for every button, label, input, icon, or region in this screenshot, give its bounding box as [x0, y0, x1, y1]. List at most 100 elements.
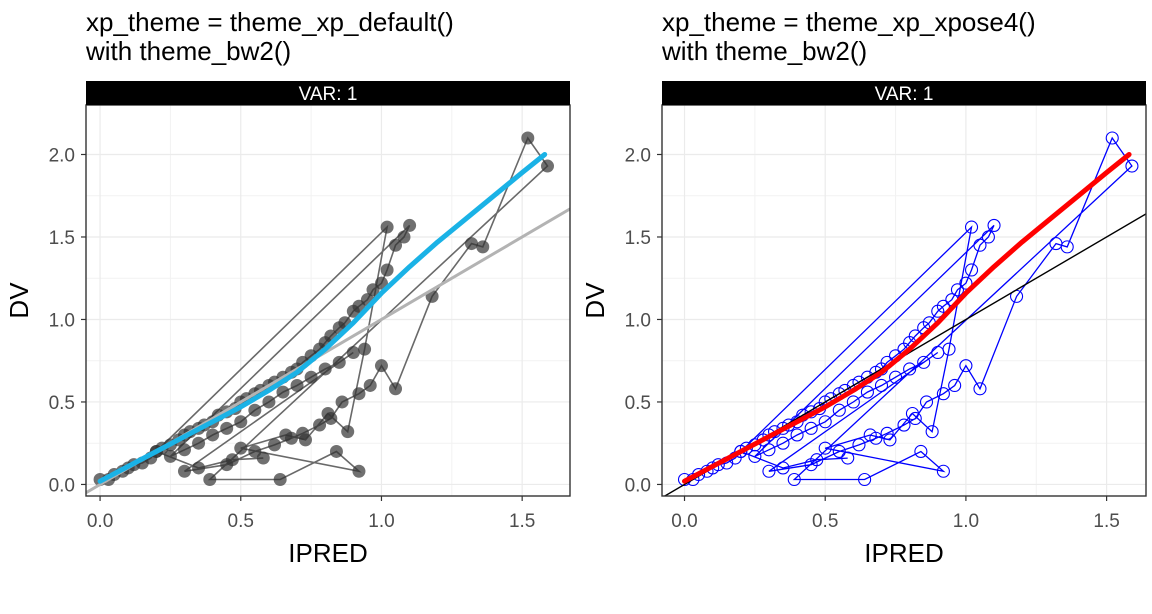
data-point: [981, 230, 995, 244]
y-tick-label: 0.5: [625, 393, 651, 414]
y-tick-label: 1.5: [625, 228, 651, 249]
data-point: [762, 464, 776, 478]
x-tick-label: 1.0: [953, 511, 979, 532]
data-point: [540, 159, 554, 173]
plot-background: [662, 105, 1146, 496]
y-tick-label: 0.0: [49, 475, 75, 496]
data-point: [810, 453, 824, 467]
facet-strip-label: VAR: 1: [875, 84, 934, 105]
data-point: [776, 461, 790, 475]
data-point: [279, 428, 293, 442]
data-point: [787, 472, 801, 487]
y-tick-label: 0.5: [49, 393, 75, 414]
data-point: [852, 438, 866, 452]
y-axis-title: DV: [4, 282, 34, 319]
data-point: [846, 395, 860, 409]
data-point: [804, 421, 818, 435]
data-point: [889, 370, 903, 384]
data-point: [268, 438, 282, 452]
data-point: [335, 395, 349, 409]
y-tick-label: 1.5: [49, 228, 75, 249]
data-point: [1105, 131, 1119, 145]
data-point: [352, 387, 366, 401]
data-point: [762, 443, 776, 457]
data-point: [341, 425, 355, 439]
data-point: [374, 276, 388, 290]
data-point: [177, 443, 191, 457]
plot-background: [86, 105, 570, 496]
data-point: [874, 378, 889, 393]
data-point: [832, 444, 846, 459]
data-point: [192, 436, 206, 450]
y-tick-label: 2.0: [625, 145, 651, 166]
data-point: [273, 473, 287, 487]
data-point: [256, 451, 270, 465]
data-point: [832, 403, 846, 417]
data-point: [203, 473, 217, 487]
data-point: [332, 355, 346, 369]
y-tick-label: 0.0: [625, 475, 651, 496]
data-point: [936, 299, 950, 313]
data-point: [206, 428, 220, 442]
x-tick-label: 0.5: [228, 511, 254, 532]
x-axis-title: IPRED: [288, 538, 367, 568]
data-point: [276, 385, 290, 399]
data-point: [380, 220, 394, 234]
y-axis-title: DV: [580, 282, 610, 319]
data-point: [192, 461, 206, 475]
x-axis-title: IPRED: [864, 538, 943, 568]
data-point: [248, 403, 262, 417]
x-tick-label: 0.0: [87, 511, 113, 532]
data-point: [883, 433, 897, 447]
y-tick-label: 1.0: [625, 310, 651, 331]
data-point: [465, 237, 479, 251]
data-point: [790, 428, 804, 442]
facet-strip: [86, 81, 570, 105]
data-point: [225, 453, 239, 467]
chart-title-line: xp_theme = theme_xp_xpose4(): [662, 7, 1036, 37]
data-point: [860, 385, 874, 399]
data-point: [1060, 240, 1074, 254]
data-point: [936, 387, 950, 401]
data-point: [973, 382, 987, 396]
y-tick-label: 2.0: [49, 145, 75, 166]
data-point: [942, 342, 956, 356]
data-point: [959, 276, 973, 290]
data-point: [177, 464, 191, 478]
data-point: [220, 421, 234, 435]
data-point: [818, 415, 832, 429]
data-point: [389, 238, 403, 252]
data-point: [374, 359, 388, 373]
facet-strip-label: VAR: 1: [299, 84, 358, 105]
data-point: [959, 359, 973, 373]
plot-area: [663, 131, 1146, 496]
chart-panel-1: VAR: 1 0.0 0.5 1.0 1.5 0.0 0.5 1.0 1.5 2.0 IPRED DV: [4, 81, 571, 568]
data-point: [858, 472, 872, 487]
plot-area: [86, 131, 570, 494]
data-point: [818, 441, 832, 455]
chart-title-line: xp_theme = theme_xp_default(): [86, 7, 454, 37]
data-point: [476, 240, 490, 254]
chart-title-right: xp_theme = theme_xp_xpose4() with theme_…: [662, 8, 1036, 66]
chart-title-left: xp_theme = theme_xp_default() with theme…: [86, 8, 454, 66]
chart-subtitle-line: with theme_bw2(): [86, 36, 292, 66]
chart-subtitle-line: with theme_bw2(): [662, 36, 868, 66]
smooth-line: [682, 152, 1132, 484]
data-point: [363, 378, 377, 392]
data-point: [521, 131, 535, 145]
data-point: [917, 355, 931, 369]
data-point: [841, 451, 855, 465]
data-point: [234, 415, 248, 429]
smooth-line: [97, 152, 548, 484]
data-point: [950, 283, 965, 297]
data-point: [397, 230, 411, 244]
x-tick-label: 0.5: [812, 511, 838, 532]
data-point: [163, 449, 177, 463]
x-tick-label: 0.0: [671, 511, 697, 532]
data-point: [748, 449, 762, 463]
data-point: [262, 395, 276, 409]
data-point: [905, 406, 919, 421]
data-point: [880, 426, 894, 440]
data-point: [234, 441, 248, 455]
